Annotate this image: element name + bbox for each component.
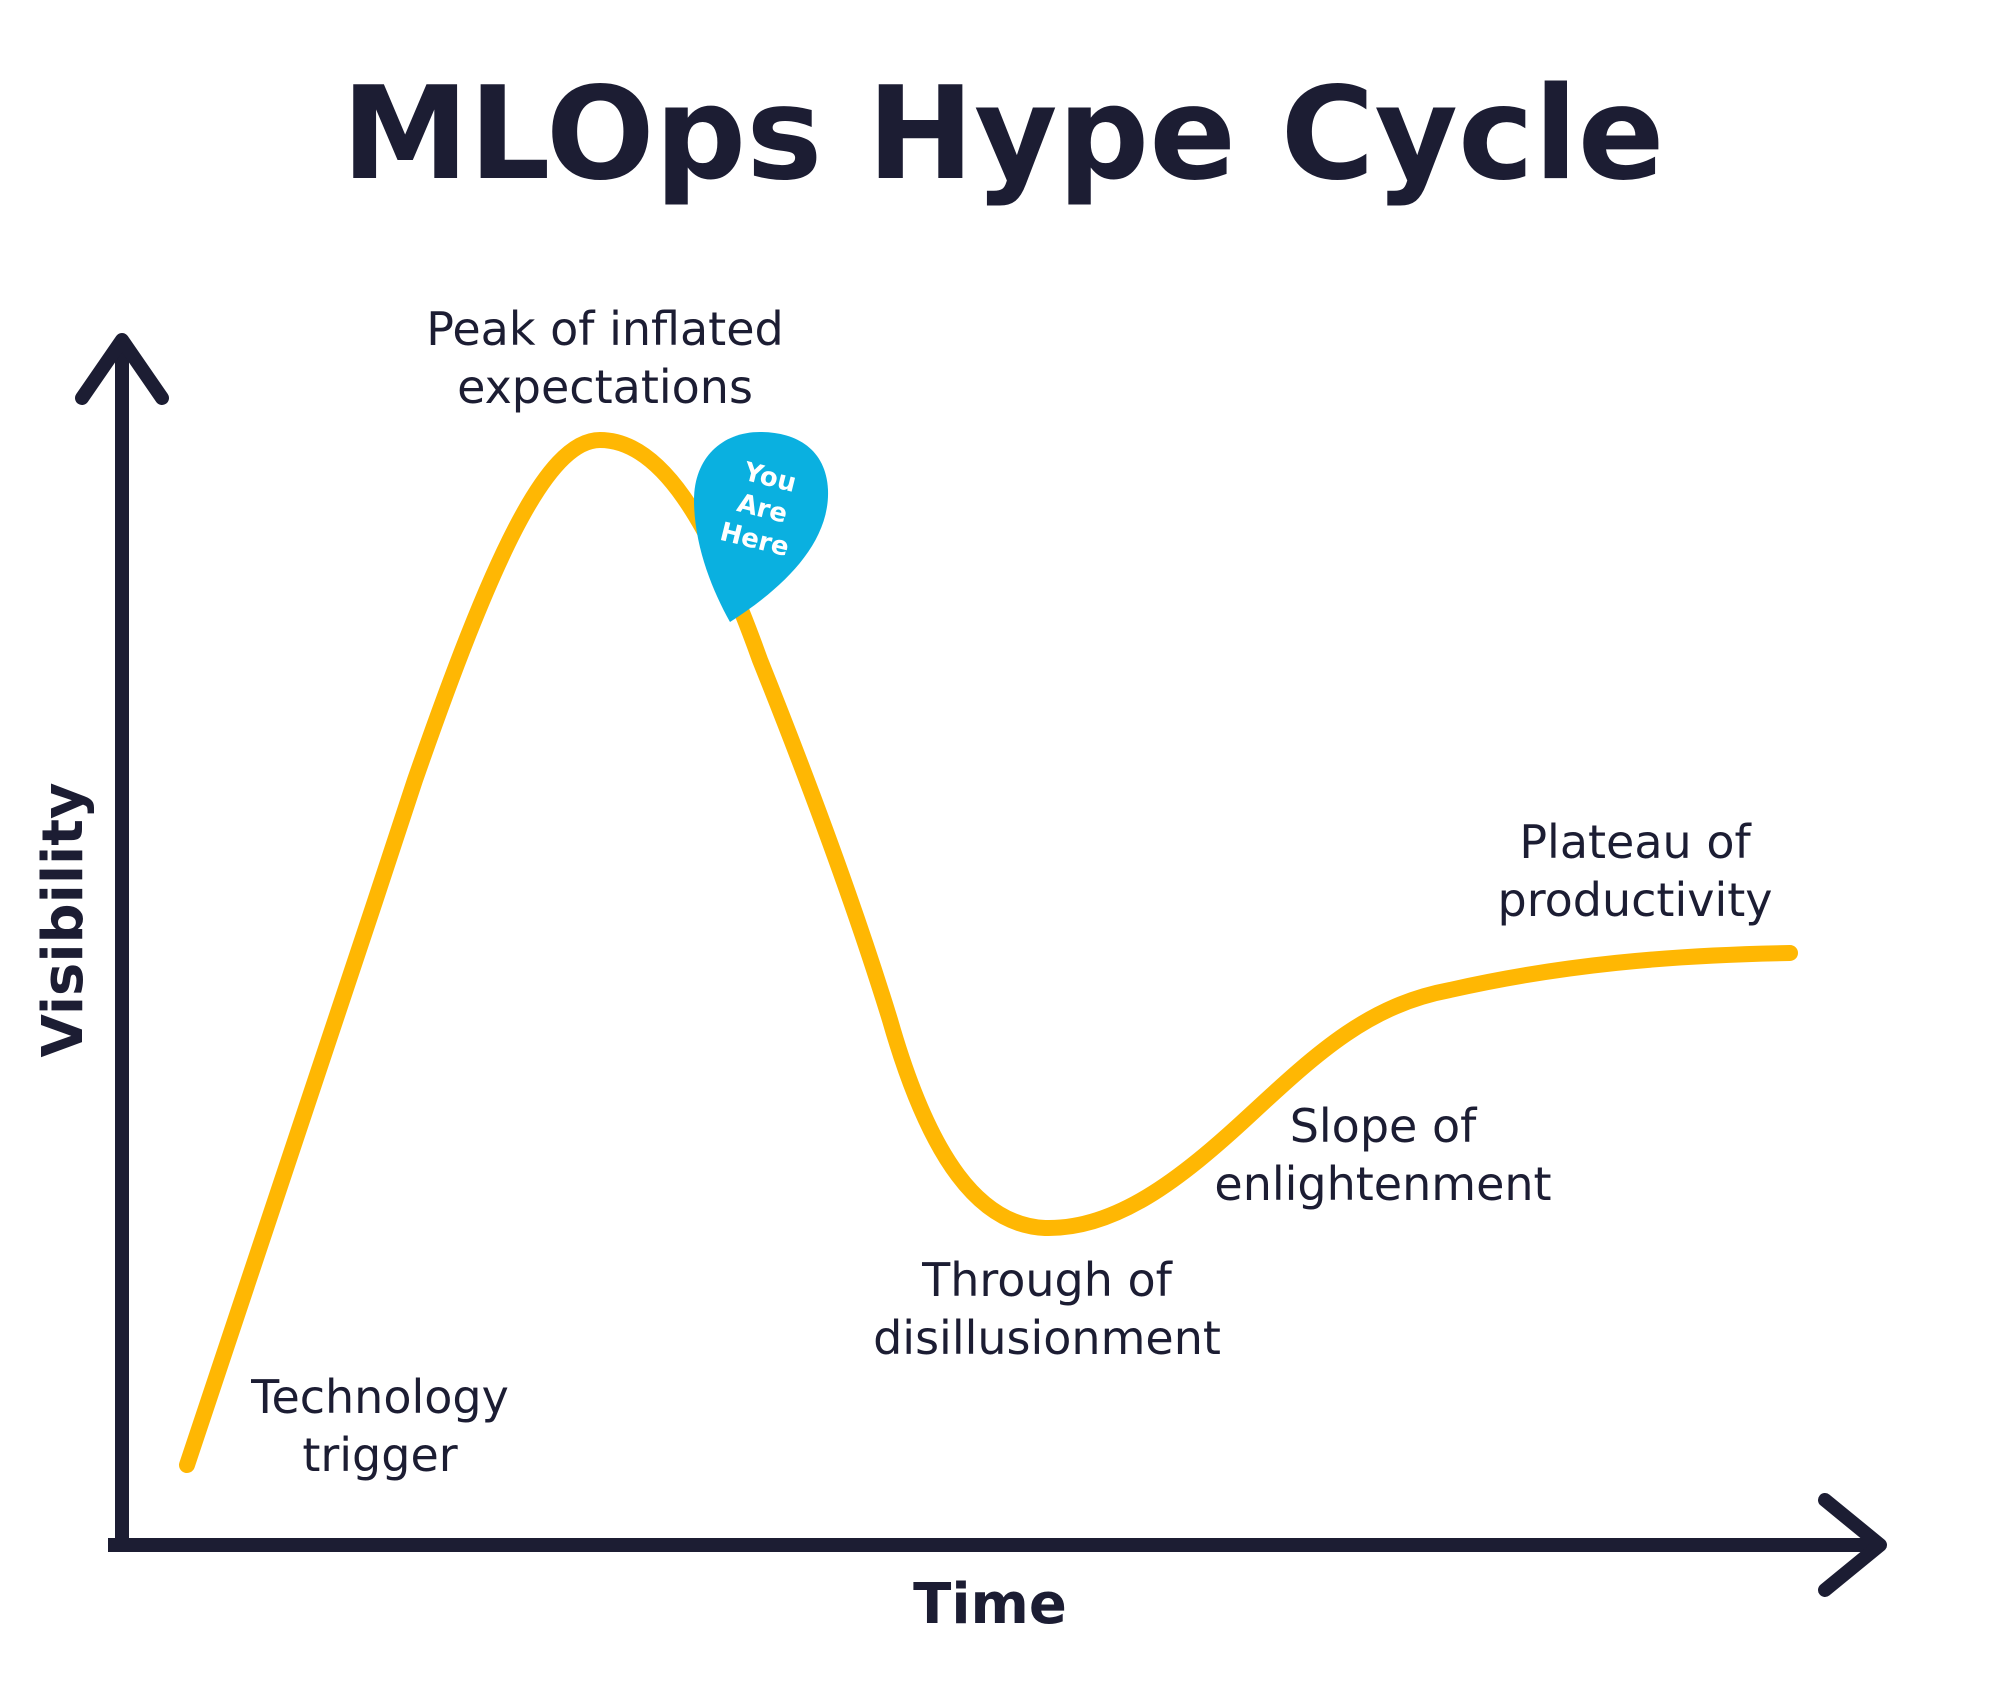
map-pin-icon [694, 432, 829, 622]
phase-label-plateau: Plateau of productivity [1498, 815, 1773, 927]
phase-slope-line-2: enlightenment [1214, 1157, 1551, 1211]
phase-plateau-line-1: Plateau of [1519, 815, 1752, 869]
phase-trough-line-1: Through of [921, 1253, 1174, 1307]
you-are-here-marker: You Are Here [694, 432, 829, 622]
x-axis-arrowhead [1818, 1493, 1887, 1597]
y-axis-label: Visibility [31, 782, 96, 1057]
phase-trough-line-2: disillusionment [873, 1311, 1221, 1365]
x-axis-label: Time [913, 1572, 1067, 1637]
phase-peak-line-2: expectations [457, 360, 753, 414]
phase-trigger-line-2: trigger [302, 1428, 457, 1482]
phase-trigger-line-1: Technology [250, 1370, 509, 1424]
phase-label-trigger: Technology trigger [250, 1370, 509, 1482]
axes [75, 333, 1887, 1597]
phase-slope-line-1: Slope of [1290, 1099, 1478, 1153]
phase-label-slope: Slope of enlightenment [1214, 1099, 1551, 1211]
phase-label-peak: Peak of inflated expectations [426, 302, 783, 414]
phase-label-trough: Through of disillusionment [873, 1253, 1221, 1365]
diagram-title: MLOps Hype Cycle [341, 60, 1664, 209]
phase-peak-line-1: Peak of inflated [426, 302, 783, 356]
hype-curve [179, 432, 1798, 1473]
y-axis-arrowhead [75, 333, 169, 405]
phase-plateau-line-2: productivity [1498, 873, 1773, 927]
